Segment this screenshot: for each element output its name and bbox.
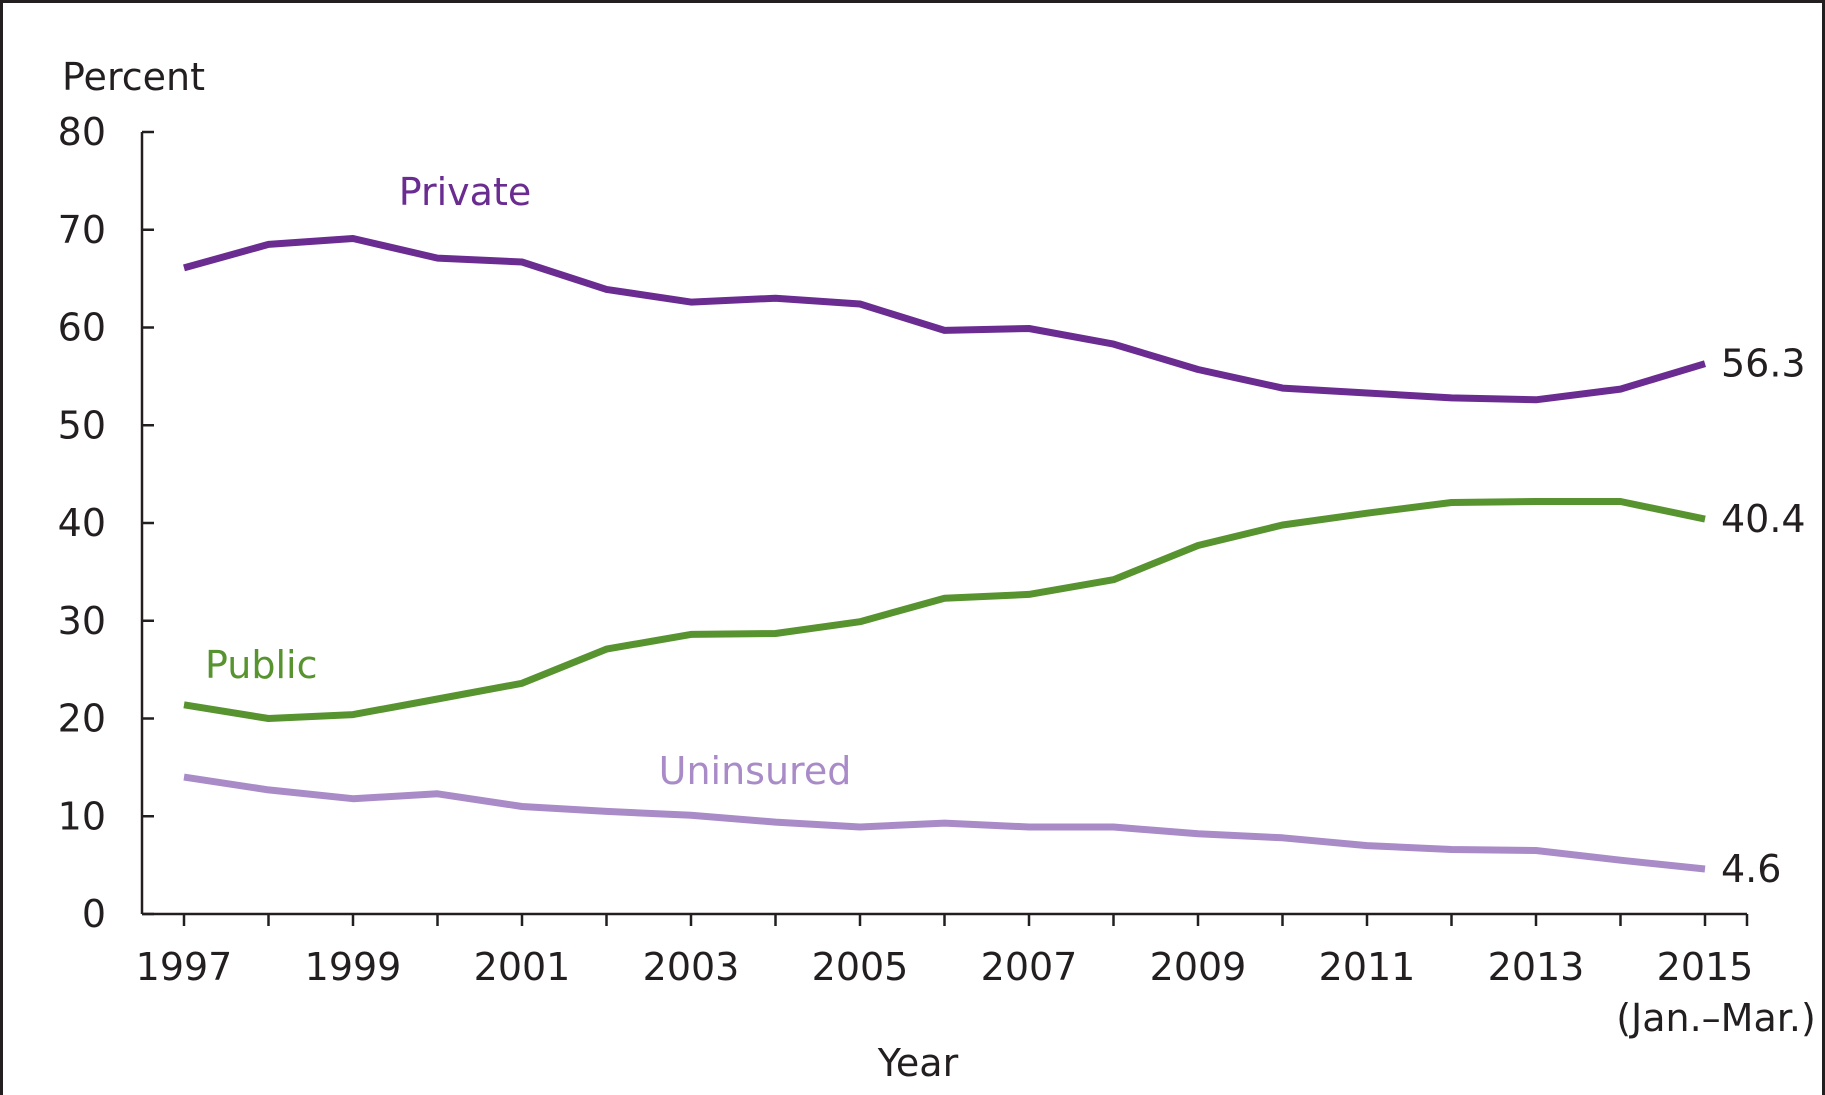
y-tick-label: 40	[58, 501, 106, 545]
y-tick-label: 20	[58, 697, 106, 741]
x-tick-label: 2001	[474, 945, 571, 989]
x-tick-label: 2005	[812, 945, 909, 989]
y-tick-label: 80	[58, 110, 106, 154]
x-tick-label: 2003	[643, 945, 740, 989]
y-tick-label: 50	[58, 403, 106, 447]
end-value-label-private: 56.3	[1721, 342, 1806, 386]
x-tick-sublabel: (Jan.–Mar.)	[1616, 996, 1816, 1040]
end-value-label-uninsured: 4.6	[1721, 847, 1781, 891]
x-tick-label: 2009	[1150, 945, 1247, 989]
y-tick-label: 30	[58, 599, 106, 643]
y-tick-label: 0	[82, 892, 106, 936]
x-tick-label: 2015	[1657, 945, 1754, 989]
x-tick-label: 2013	[1488, 945, 1585, 989]
y-tick-label: 10	[58, 794, 106, 838]
x-tick-label: 1999	[305, 945, 402, 989]
x-tick-label: 2011	[1319, 945, 1416, 989]
series-label-public: Public	[205, 643, 317, 687]
series-label-uninsured: Uninsured	[659, 749, 852, 793]
series-line-public	[183, 498, 1706, 722]
series-labels: Private 56.3 Public 40.4 Uninsured 4.6	[205, 170, 1806, 891]
x-tick-label: 2007	[981, 945, 1078, 989]
series-line-private	[183, 235, 1707, 404]
x-axis-title: Year	[877, 1041, 959, 1085]
series-lines	[183, 235, 1707, 873]
y-tick-label: 70	[58, 208, 106, 252]
y-axis-title: Percent	[62, 55, 205, 99]
end-value-label-public: 40.4	[1721, 497, 1806, 541]
x-tick-label: 1997	[136, 945, 233, 989]
series-label-private: Private	[399, 170, 531, 214]
axes: 0 10 20 30 40 50 60 70 80 1997 1999 2001 2003 2005 200…	[58, 110, 1816, 1040]
series-line-uninsured	[183, 773, 1706, 873]
y-tick-label: 60	[58, 306, 106, 350]
